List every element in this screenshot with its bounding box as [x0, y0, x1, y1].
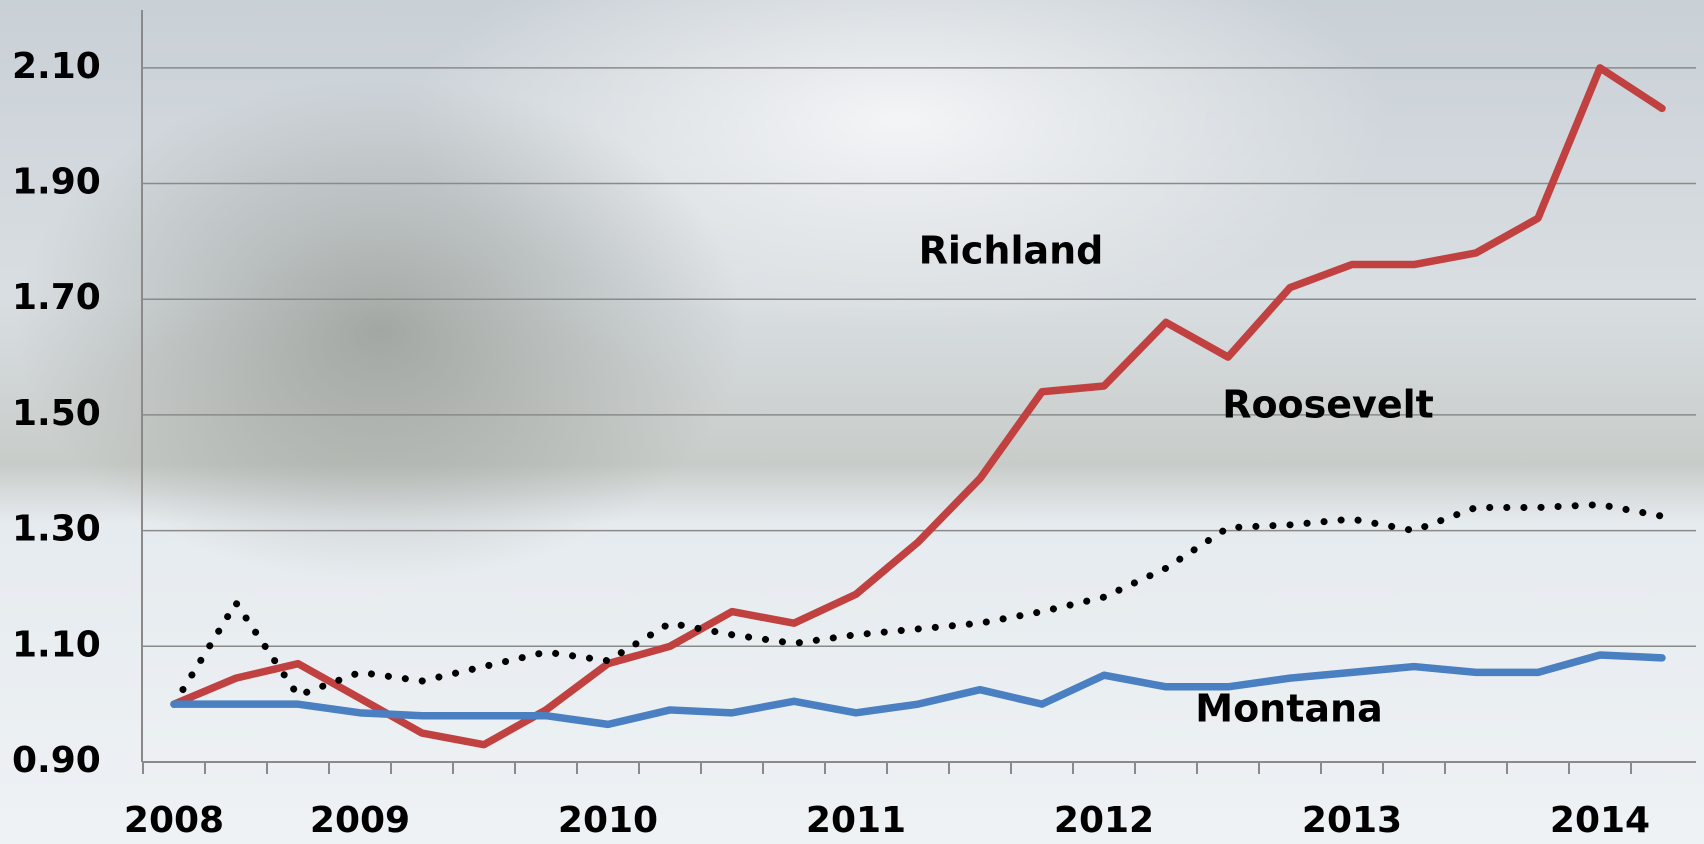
x-tick-label: 2010	[558, 800, 658, 841]
y-tick-label: 0.90	[12, 740, 101, 781]
series-label: Richland	[919, 229, 1104, 273]
y-tick-label: 1.10	[12, 624, 101, 665]
y-tick-label: 2.10	[12, 46, 101, 87]
x-tick-label: 2013	[1302, 800, 1402, 841]
x-tick-label: 2009	[310, 800, 410, 841]
series-line	[170, 64, 1666, 749]
x-tick-label: 2011	[806, 800, 906, 841]
series-line	[170, 651, 1666, 729]
y-tick-label: 1.90	[12, 162, 101, 203]
y-tick-label: 1.30	[12, 509, 101, 550]
x-tick-label: 2014	[1550, 800, 1650, 841]
series-line	[170, 501, 1666, 708]
x-tick-label: 2008	[124, 800, 224, 841]
series-label: Roosevelt	[1222, 383, 1434, 427]
x-tick-label: 2012	[1054, 800, 1154, 841]
series-label: Montana	[1195, 687, 1382, 731]
y-tick-label: 1.50	[12, 393, 101, 434]
y-tick-label: 1.70	[12, 277, 101, 318]
